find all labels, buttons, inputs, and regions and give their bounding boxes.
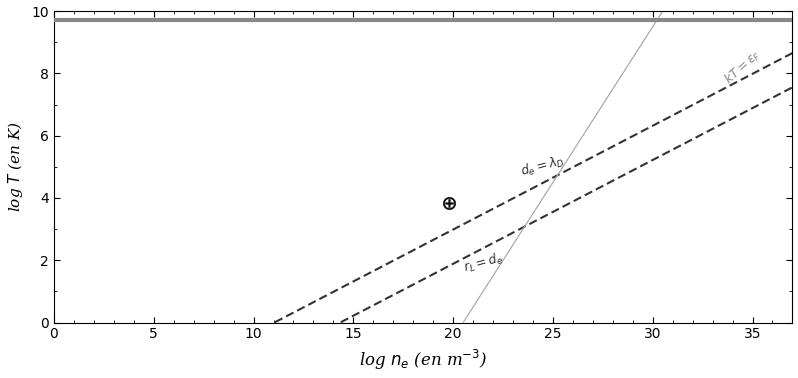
Text: $r_L = d_e$: $r_L = d_e$ [461,250,505,276]
Y-axis label: log $T$ (en K): log $T$ (en K) [6,121,25,212]
X-axis label: log $n_e$ (en m$^{-3}$): log $n_e$ (en m$^{-3}$) [359,349,488,372]
Text: $d_e = \lambda_D$: $d_e = \lambda_D$ [519,153,567,180]
Text: $kT = \varepsilon_F$: $kT = \varepsilon_F$ [721,46,764,88]
